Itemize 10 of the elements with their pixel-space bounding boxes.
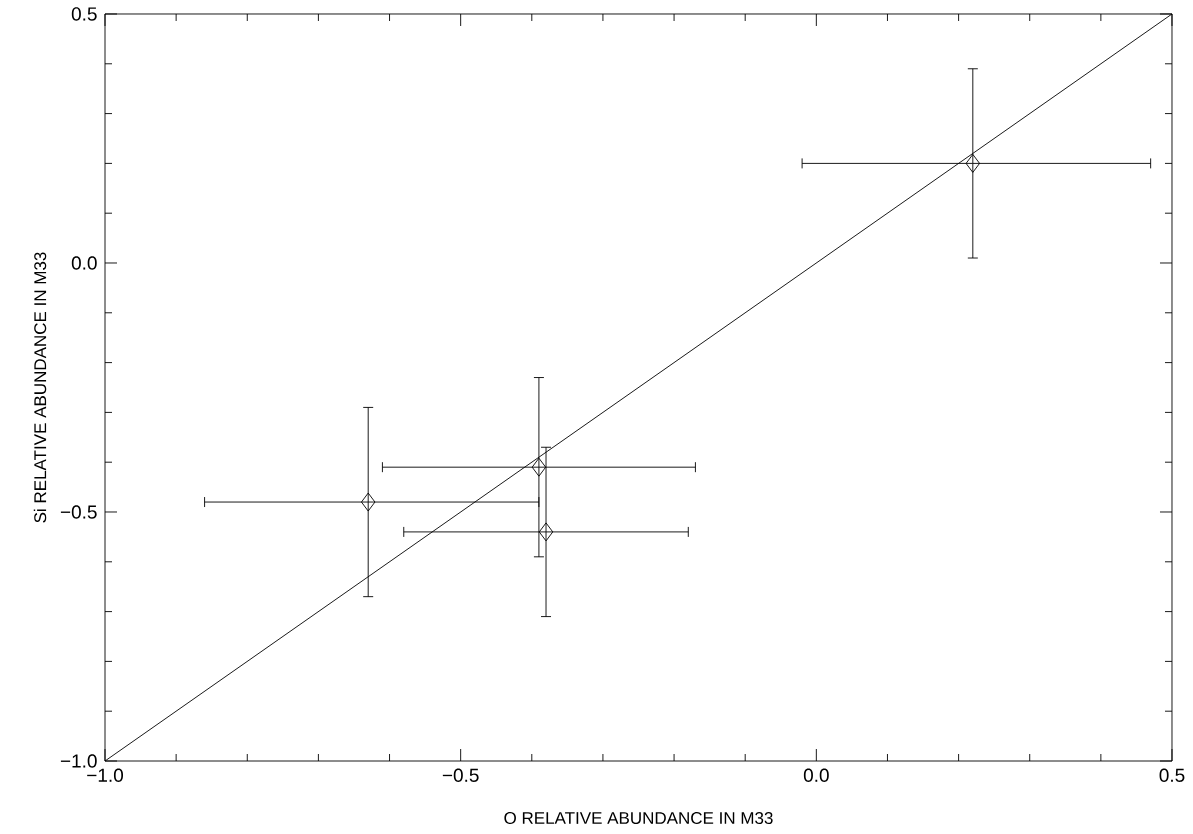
y-tick-label: −0.5 <box>60 505 97 519</box>
x-axis-title: O RELATIVE ABUNDANCE IN M33 <box>504 811 773 825</box>
x-tick-label: 0.5 <box>1159 768 1185 782</box>
x-tick-label: −0.5 <box>442 768 479 782</box>
y-axis-title: Si RELATIVE ABUNDANCE IN M33 <box>33 252 47 523</box>
x-tick-label: 0.0 <box>803 768 829 782</box>
y-tick-label: −1.0 <box>60 754 97 768</box>
y-tick-label: 0.0 <box>71 256 97 270</box>
y-tick-label: 0.5 <box>71 7 97 21</box>
x-tick-label: −1.0 <box>87 768 124 782</box>
